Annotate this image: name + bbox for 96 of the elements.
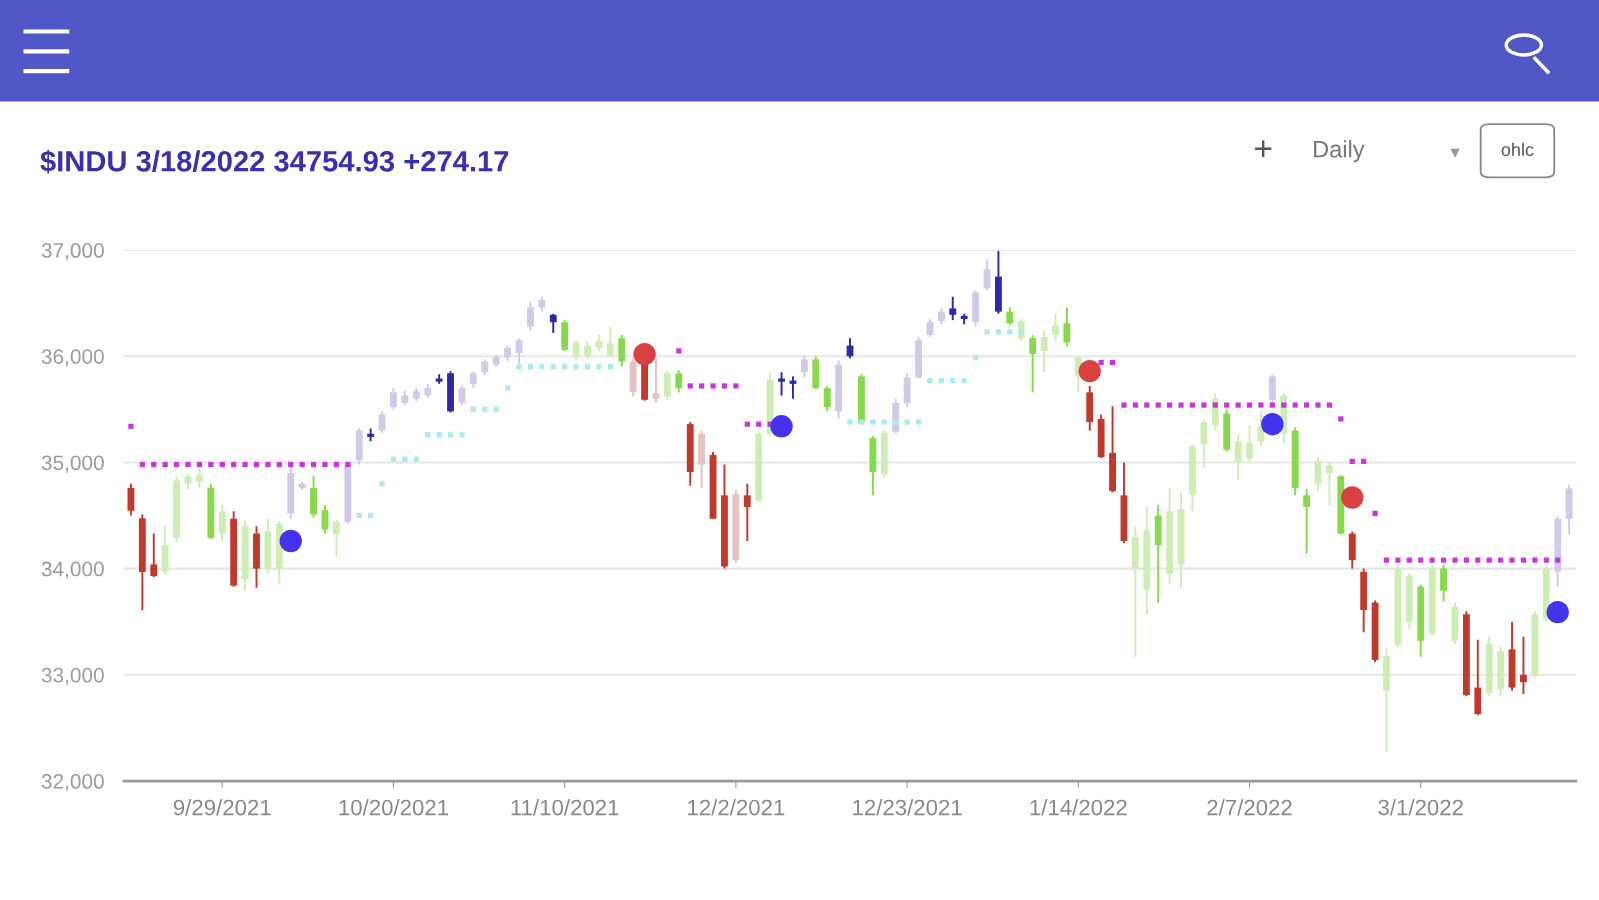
candlestick bbox=[1246, 424, 1253, 465]
candlestick bbox=[1200, 418, 1208, 469]
point bbox=[984, 329, 990, 335]
point bbox=[1007, 329, 1013, 335]
point bbox=[950, 378, 956, 384]
x-tick-label: 12/2/2021 bbox=[688, 799, 785, 816]
candlestick bbox=[663, 370, 671, 401]
candlestick bbox=[572, 339, 580, 362]
point bbox=[390, 456, 397, 462]
candlestick bbox=[1052, 312, 1059, 342]
text: Daily bbox=[1314, 140, 1365, 163]
candlestick bbox=[218, 503, 226, 544]
point bbox=[356, 512, 362, 519]
candlestick bbox=[800, 354, 808, 379]
candlestick bbox=[584, 340, 591, 361]
x-tick-label: 3/1/2022 bbox=[1378, 799, 1463, 816]
candlestick bbox=[926, 318, 934, 339]
point bbox=[436, 432, 442, 438]
point bbox=[596, 364, 602, 370]
point bbox=[915, 419, 922, 425]
candlestick bbox=[1326, 461, 1333, 506]
point bbox=[1261, 412, 1284, 436]
point bbox=[1078, 359, 1101, 383]
x-tick-label: 11/10/2021 bbox=[511, 799, 619, 816]
candlestick bbox=[652, 356, 660, 404]
candlestick bbox=[1520, 635, 1527, 695]
point bbox=[459, 432, 465, 438]
candlestick bbox=[743, 482, 751, 542]
candlestick bbox=[332, 518, 340, 558]
x-tick-label: 1/14/2022 bbox=[1030, 799, 1127, 816]
point bbox=[413, 456, 419, 462]
candlestick bbox=[549, 312, 557, 334]
candlestick bbox=[1440, 563, 1447, 603]
x-tick-label: 10/20/2021 bbox=[339, 799, 448, 816]
point bbox=[893, 419, 899, 425]
point bbox=[447, 432, 454, 438]
x-tick-label: 12/23/2021 bbox=[853, 799, 962, 816]
point bbox=[505, 385, 511, 391]
point bbox=[368, 512, 374, 519]
candlestick bbox=[527, 301, 534, 332]
y-tick-label: 35,000 bbox=[41, 455, 104, 473]
x-tick-label: 2/7/2022 bbox=[1207, 799, 1292, 816]
point bbox=[858, 419, 865, 425]
candlestick bbox=[150, 532, 158, 579]
candlestick bbox=[1006, 306, 1014, 327]
candlestick bbox=[515, 337, 523, 365]
point bbox=[1546, 600, 1569, 624]
text: ohlc bbox=[1501, 142, 1534, 157]
point bbox=[633, 342, 656, 366]
y-tick-label: 37,000 bbox=[41, 243, 104, 261]
point bbox=[562, 364, 568, 370]
point bbox=[881, 419, 887, 425]
point bbox=[425, 432, 431, 438]
candlestick bbox=[778, 371, 785, 397]
point bbox=[870, 419, 876, 425]
point bbox=[770, 415, 793, 438]
point bbox=[1341, 486, 1364, 509]
point bbox=[379, 481, 385, 487]
point bbox=[279, 529, 302, 553]
text: + bbox=[1255, 140, 1272, 157]
candlestick bbox=[1303, 488, 1311, 555]
candlestick bbox=[1234, 432, 1242, 482]
point bbox=[402, 456, 408, 462]
point bbox=[938, 378, 944, 384]
candlestick bbox=[606, 325, 614, 359]
point bbox=[847, 419, 853, 425]
point bbox=[607, 364, 613, 370]
point bbox=[539, 364, 545, 370]
point bbox=[961, 378, 967, 384]
candlestick bbox=[195, 467, 203, 489]
point bbox=[927, 378, 933, 384]
candlestick bbox=[390, 387, 397, 411]
candlestick bbox=[675, 369, 683, 394]
y-tick-label: 36,000 bbox=[41, 349, 104, 367]
point bbox=[470, 406, 476, 412]
point bbox=[550, 364, 556, 370]
candlestick bbox=[1063, 306, 1071, 348]
point bbox=[493, 406, 499, 412]
y-tick-label: 34,000 bbox=[41, 561, 104, 579]
point bbox=[482, 406, 488, 412]
point bbox=[995, 329, 1002, 335]
point bbox=[573, 364, 579, 370]
candlestick bbox=[1029, 334, 1037, 394]
point bbox=[584, 364, 591, 370]
candlestick bbox=[823, 384, 831, 413]
candlestick bbox=[949, 295, 957, 322]
y-tick-label: 32,000 bbox=[41, 774, 104, 792]
candlestick bbox=[618, 334, 626, 368]
chart-title: $INDU 3/18/2022 34754.93 +274.17 bbox=[40, 149, 509, 174]
point bbox=[516, 364, 522, 370]
candlestick bbox=[1314, 456, 1322, 491]
y-tick-label: 33,000 bbox=[41, 667, 104, 686]
point bbox=[972, 354, 979, 360]
point bbox=[527, 364, 534, 370]
x-tick-label: 9/29/2021 bbox=[173, 799, 271, 816]
point bbox=[904, 419, 910, 425]
